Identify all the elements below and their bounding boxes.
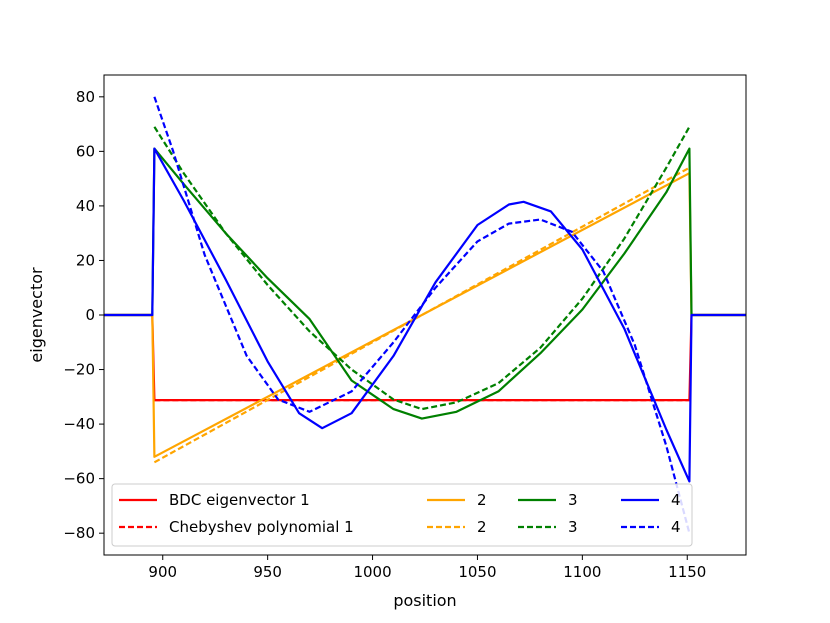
y-tick-label: −20 [63, 361, 95, 379]
y-tick-label: 0 [85, 306, 95, 324]
y-tick-label: 80 [76, 88, 95, 106]
y-axis-ticks: −80 −60 −40 −20 0 20 40 60 80 [63, 88, 104, 542]
series-line-8-dashed [153, 96, 691, 534]
x-tick-label: 1050 [458, 563, 496, 581]
y-axis-label: eigenvector [27, 267, 46, 363]
x-axis-ticks: 900 950 1000 1050 1100 1150 [148, 555, 706, 581]
y-tick-label: −80 [63, 524, 95, 542]
x-tick-label: 900 [148, 563, 177, 581]
legend-label: 2 [477, 491, 487, 509]
x-tick-label: 950 [253, 563, 282, 581]
legend: BDC eigenvector 1 Chebyshev polynomial 1 2… [111, 483, 693, 547]
x-tick-label: 1150 [668, 563, 706, 581]
legend-label: Chebyshev polynomial 1 [169, 518, 354, 536]
legend-label: BDC eigenvector 1 [169, 491, 310, 509]
x-axis-label: position [393, 591, 456, 610]
legend-label: 2 [477, 518, 487, 536]
y-tick-label: −40 [63, 415, 95, 433]
y-tick-label: 40 [76, 197, 95, 215]
legend-label: 4 [671, 491, 681, 509]
series-line-7-solid [104, 147, 746, 483]
x-tick-label: 1100 [563, 563, 601, 581]
legend-label: 3 [568, 491, 578, 509]
legend-label: 3 [568, 518, 578, 536]
y-tick-label: 20 [76, 251, 95, 269]
y-tick-label: 60 [76, 142, 95, 160]
x-tick-label: 1000 [353, 563, 391, 581]
series-layer [104, 96, 746, 534]
plot-area [104, 75, 746, 555]
legend-label: 4 [671, 518, 681, 536]
series-line-4-dashed [153, 166, 690, 464]
y-tick-label: −60 [63, 470, 95, 488]
